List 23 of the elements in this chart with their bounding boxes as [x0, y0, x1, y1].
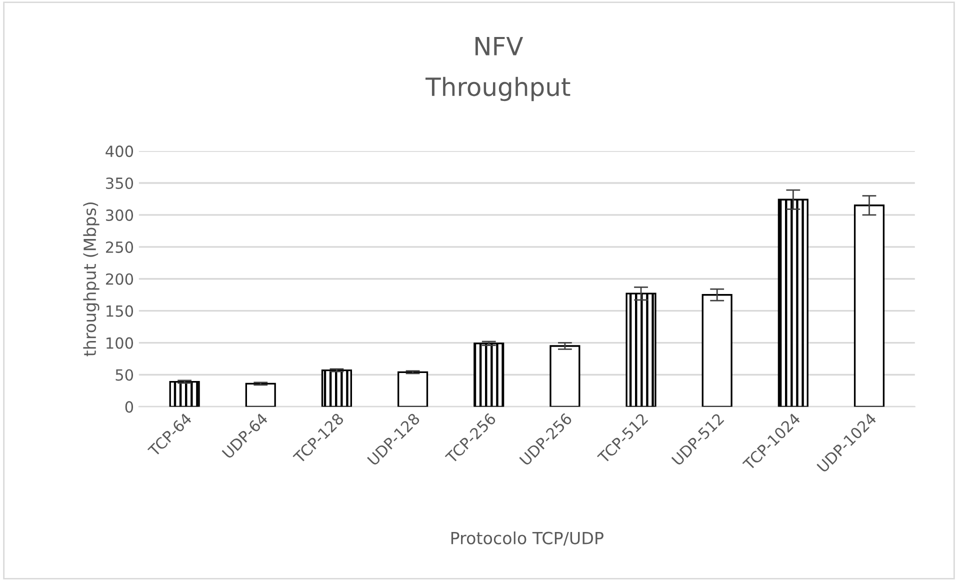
bar	[169, 380, 200, 407]
bar	[854, 204, 885, 407]
bar	[397, 371, 428, 407]
chart-subtitle: Throughput	[425, 76, 570, 102]
y-tick-label: 200	[106, 273, 134, 285]
y-tick-label: 50	[116, 369, 134, 381]
y-tick-label: 250	[106, 241, 134, 253]
y-tick-label: 350	[106, 177, 134, 190]
bar	[550, 345, 580, 407]
bar	[321, 369, 352, 407]
chart-title: NFV	[476, 36, 524, 56]
bar	[778, 198, 808, 407]
x-axis-title: Protocolo TCP/UDP	[451, 531, 604, 546]
bar	[626, 292, 656, 407]
bar	[702, 294, 732, 407]
y-tick-label: 100	[106, 337, 134, 349]
y-tick-label: 400	[106, 146, 134, 158]
y-tick-label: 150	[106, 305, 134, 317]
y-tick-label: 300	[106, 209, 134, 221]
y-axis-title: throughput (Mbps)	[83, 202, 100, 356]
bar	[245, 382, 276, 407]
y-tick-label: 0	[125, 401, 134, 413]
bar	[474, 342, 504, 407]
